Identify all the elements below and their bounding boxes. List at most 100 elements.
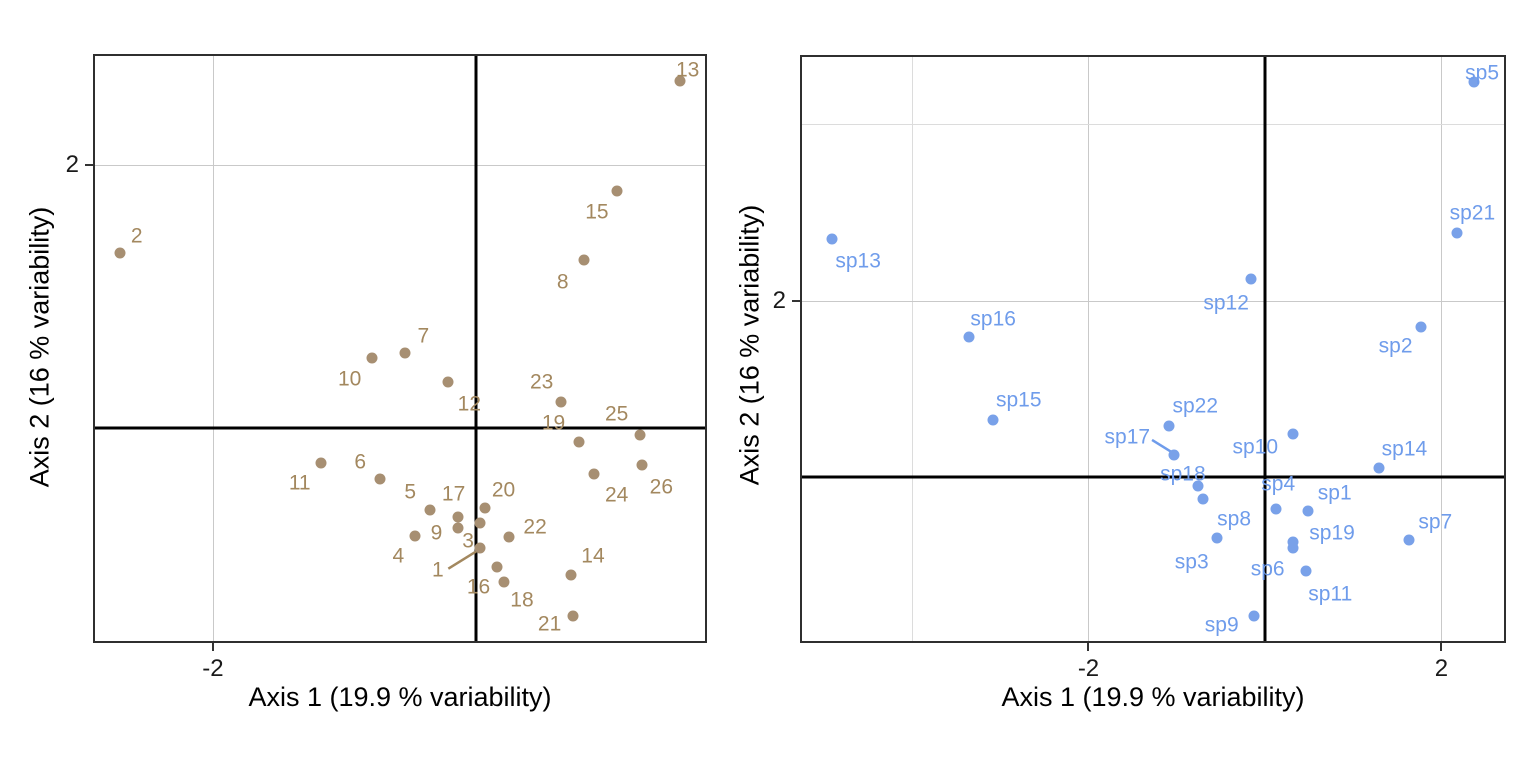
point-label-sp2: sp2: [1378, 334, 1413, 358]
point-label-3: 3: [462, 529, 474, 553]
zero-line-vertical: [474, 54, 478, 643]
data-point-7: [399, 347, 411, 359]
point-label-11: 11: [288, 471, 311, 495]
point-label-24: 24: [604, 483, 629, 507]
y-tick-mark: [85, 163, 93, 166]
point-label-sp6: sp6: [1250, 557, 1285, 581]
data-point-sp4: [1270, 503, 1282, 515]
species-scores-panel: sp1 sp2 sp3 sp4 sp5 sp6 sp7 sp8 sp9 sp10 sp11 sp12 s…: [773, 55, 1506, 682]
point-label-sp12: sp12: [1203, 291, 1249, 315]
point-label-16: 16: [466, 575, 491, 599]
data-point-26: [636, 459, 648, 471]
y-tick-label: 2: [65, 150, 79, 178]
data-point-15: [611, 185, 623, 197]
point-label-sp22: sp22: [1172, 394, 1219, 418]
point-label-sp7: sp7: [1418, 510, 1453, 534]
point-label-15: 15: [585, 200, 609, 224]
point-label-9: 9: [430, 521, 443, 545]
species-x-axis-title: Axis 1 (19.9 % variability): [1001, 682, 1305, 712]
data-point-2: [114, 247, 126, 259]
point-label-18: 18: [510, 588, 534, 612]
data-point-sp3: [1211, 532, 1223, 544]
data-point-sp21: [1451, 227, 1463, 239]
y-tick-mark: [792, 299, 800, 302]
point-label-1: 1: [431, 558, 444, 582]
point-label-8: 8: [556, 270, 569, 294]
point-label-20: 20: [491, 478, 516, 502]
point-label-14: 14: [581, 544, 605, 568]
point-label-5: 5: [404, 480, 417, 504]
point-label-sp16: sp16: [970, 307, 1016, 331]
data-point-sp6: [1287, 542, 1299, 554]
data-point-sp2: [1415, 321, 1427, 333]
data-point-19: [573, 436, 585, 448]
point-label-26: 26: [649, 475, 674, 499]
point-label-sp4: sp4: [1261, 472, 1296, 496]
point-label-sp15: sp15: [995, 388, 1042, 412]
zero-line-horizontal: [800, 475, 1506, 479]
data-point-10: [366, 352, 378, 364]
point-label-sp1: sp1: [1317, 481, 1352, 505]
data-point-sp12: [1245, 273, 1257, 285]
data-point-sp14: [1373, 462, 1385, 474]
gridline-horizontal: [800, 124, 1506, 125]
point-label-sp8: sp8: [1217, 507, 1252, 531]
data-point-sp16: [963, 331, 975, 343]
species-y-axis-title: Axis 2 (16 % variability): [734, 204, 765, 486]
data-point-3: [474, 517, 486, 529]
point-label-23: 23: [530, 370, 554, 394]
gridline-vertical: [911, 55, 913, 643]
data-point-sp5: [1468, 76, 1480, 88]
point-label-2: 2: [130, 224, 143, 248]
data-point-6: [374, 473, 386, 485]
x-tick-label: -2: [202, 655, 224, 682]
data-point-sp13: [826, 233, 838, 245]
point-label-17: 17: [441, 482, 466, 506]
data-point-22: [503, 531, 515, 543]
point-label-sp14: sp14: [1381, 437, 1428, 461]
data-point-sp7: [1403, 534, 1415, 546]
gridline-vertical: [1088, 55, 1090, 643]
site-y-axis-title: Axis 2 (16 % variability): [24, 206, 55, 488]
data-point-sp18: [1192, 480, 1204, 492]
data-point-12: [442, 376, 454, 388]
data-point-sp11: [1300, 565, 1312, 577]
y-tick-label: 2: [772, 286, 786, 314]
leader-line: [1151, 438, 1172, 453]
point-label-sp9: sp9: [1204, 613, 1239, 637]
data-point-sp19: [1287, 536, 1299, 548]
data-point-24: [588, 468, 600, 480]
zero-line-horizontal: [93, 426, 707, 430]
data-point-25: [634, 429, 646, 441]
x-tick-mark: [211, 643, 214, 651]
point-label-21: 21: [537, 612, 562, 636]
point-label-sp18: sp18: [1160, 462, 1206, 486]
data-point-sp15: [987, 414, 999, 426]
point-label-sp11: sp11: [1308, 582, 1353, 606]
data-point-sp17: [1168, 449, 1180, 461]
point-label-7: 7: [417, 324, 430, 348]
data-point-sp8: [1197, 493, 1209, 505]
data-point-sp22: [1163, 420, 1175, 432]
point-label-10: 10: [338, 367, 362, 391]
data-point-9: [452, 522, 464, 534]
data-point-sp9: [1248, 610, 1260, 622]
point-label-25: 25: [604, 402, 629, 426]
site-x-axis-title: Axis 1 (19.9 % variability): [248, 682, 552, 712]
data-point-21: [567, 610, 579, 622]
leader-line: [447, 550, 477, 570]
data-point-8: [578, 254, 590, 266]
data-point-1: [474, 542, 486, 554]
data-point-11: [315, 457, 327, 469]
point-label-13: 13: [675, 58, 700, 82]
gridline-horizontal: [800, 300, 1506, 302]
x-tick-label: -2: [1077, 655, 1100, 682]
data-point-17: [452, 511, 464, 523]
data-point-5: [424, 504, 436, 516]
point-label-4: 4: [392, 544, 405, 568]
point-label-sp3: sp3: [1174, 550, 1209, 574]
gridline-vertical: [1441, 55, 1443, 643]
point-label-22: 22: [523, 515, 547, 539]
data-point-20: [479, 502, 491, 514]
